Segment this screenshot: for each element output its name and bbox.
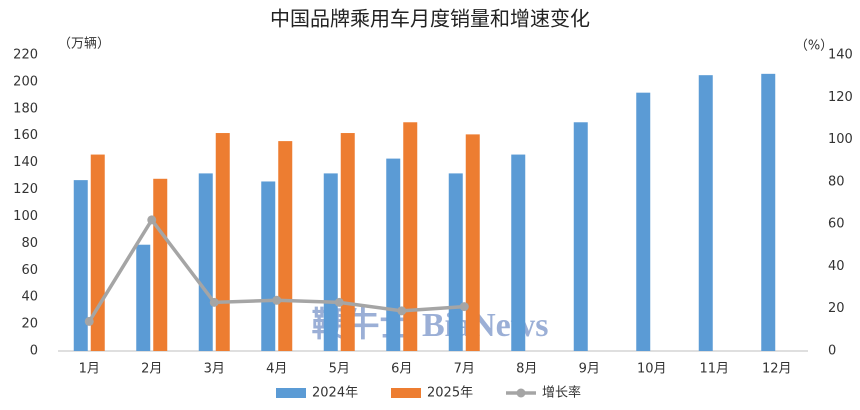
legend-swatch: [516, 388, 526, 398]
bar: [278, 141, 293, 351]
y-tick-label: 140: [13, 155, 38, 170]
line-point: [272, 295, 282, 305]
legend-swatch: [276, 388, 306, 398]
y2-tick-label: 120: [828, 90, 853, 105]
y2-tick-label: 140: [828, 48, 853, 63]
x-tick-label: 12月: [762, 362, 792, 377]
chart-title: 中国品牌乘用车月度销量和增速变化: [270, 7, 590, 31]
y-tick-label: 180: [13, 101, 38, 116]
line-point: [459, 302, 469, 312]
y-tick-label: 160: [13, 128, 38, 143]
x-tick-label: 5月: [329, 362, 350, 377]
y2-axis-label: （%）: [795, 39, 833, 54]
y-tick-label: 100: [13, 209, 38, 224]
y2-tick-label: 80: [828, 174, 845, 189]
legend-label: 2025年: [427, 386, 473, 401]
bar: [761, 73, 776, 351]
y-axis-label: （万辆）: [58, 37, 110, 52]
y-tick-label: 0: [30, 344, 38, 359]
bar: [73, 180, 88, 351]
line-point: [147, 215, 157, 225]
x-tick-label: 9月: [579, 362, 600, 377]
y-tick-label: 20: [21, 317, 38, 332]
x-tick-label: 3月: [204, 362, 225, 377]
y-tick-label: 200: [13, 74, 38, 89]
bar: [323, 173, 338, 351]
bar: [448, 173, 463, 351]
bar: [198, 173, 213, 351]
legend-swatch: [391, 388, 421, 398]
y-tick-label: 60: [21, 263, 38, 278]
bar: [340, 133, 355, 351]
y-tick-label: 40: [21, 290, 38, 305]
bar: [386, 158, 401, 351]
line-point: [84, 316, 94, 326]
line-point: [209, 297, 219, 307]
bar: [261, 181, 276, 351]
x-tick-label: 2月: [141, 362, 162, 377]
x-tick-label: 11月: [699, 362, 729, 377]
bar: [511, 154, 526, 351]
bar: [573, 122, 588, 351]
x-tick-label: 8月: [516, 362, 537, 377]
x-tick-label: 1月: [79, 362, 100, 377]
y-tick-label: 120: [13, 182, 38, 197]
bar: [153, 178, 168, 351]
bar: [403, 122, 418, 351]
bar: [215, 133, 230, 351]
x-tick-label: 10月: [637, 362, 667, 377]
bar: [136, 244, 151, 351]
y-tick-label: 220: [13, 48, 38, 63]
bar: [636, 92, 651, 351]
y2-tick-label: 0: [828, 344, 836, 359]
y2-tick-label: 60: [828, 217, 845, 232]
y2-tick-label: 100: [828, 132, 853, 147]
bar: [698, 75, 713, 351]
x-tick-label: 7月: [454, 362, 475, 377]
y2-tick-label: 20: [828, 301, 845, 316]
y-tick-label: 80: [21, 236, 38, 251]
legend-label: 2024年: [312, 386, 358, 401]
bar: [465, 134, 480, 351]
line-point: [397, 306, 407, 316]
legend-label: 增长率: [542, 385, 581, 401]
line-point: [334, 297, 344, 307]
x-tick-label: 4月: [266, 362, 287, 377]
x-tick-label: 6月: [391, 362, 412, 377]
y2-tick-label: 40: [828, 259, 845, 274]
